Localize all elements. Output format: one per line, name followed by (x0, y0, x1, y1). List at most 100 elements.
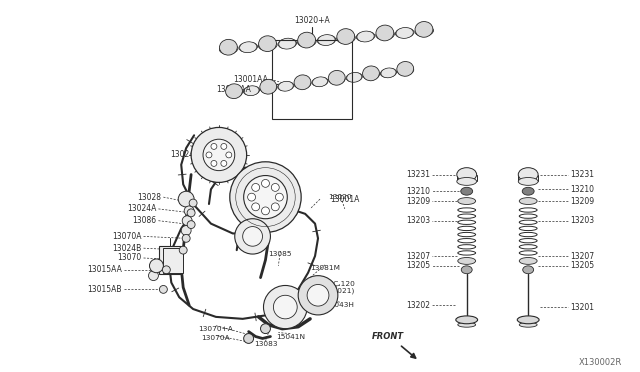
Ellipse shape (317, 35, 336, 45)
Circle shape (273, 295, 297, 319)
Text: 13205: 13205 (406, 262, 430, 270)
Text: 13086: 13086 (132, 216, 156, 225)
Ellipse shape (518, 168, 538, 182)
Ellipse shape (381, 68, 396, 78)
Circle shape (271, 183, 279, 191)
Circle shape (221, 160, 227, 166)
Text: 13203: 13203 (570, 216, 594, 225)
Ellipse shape (278, 82, 294, 91)
Circle shape (307, 285, 329, 306)
Ellipse shape (259, 41, 277, 50)
Ellipse shape (312, 77, 328, 87)
Circle shape (187, 209, 195, 217)
Ellipse shape (259, 36, 276, 52)
Text: 13070A: 13070A (202, 336, 230, 341)
Text: 15043H: 15043H (325, 302, 355, 308)
Ellipse shape (328, 70, 345, 85)
Circle shape (150, 259, 163, 273)
Ellipse shape (519, 257, 537, 264)
Text: 13070: 13070 (117, 253, 141, 263)
Ellipse shape (260, 79, 276, 94)
Circle shape (230, 162, 301, 232)
Text: 13210: 13210 (570, 185, 594, 194)
Bar (163, 248, 183, 273)
Ellipse shape (329, 75, 345, 84)
Circle shape (187, 221, 195, 228)
Ellipse shape (346, 73, 362, 82)
Text: 13207: 13207 (570, 251, 594, 260)
Ellipse shape (294, 75, 311, 90)
Ellipse shape (298, 37, 316, 47)
Ellipse shape (415, 22, 433, 37)
Ellipse shape (376, 30, 394, 40)
Circle shape (252, 203, 260, 211)
Circle shape (298, 276, 338, 315)
Text: 13203: 13203 (406, 216, 430, 225)
Text: 15041N: 15041N (276, 334, 305, 340)
Ellipse shape (244, 86, 259, 96)
Ellipse shape (380, 68, 397, 77)
Ellipse shape (243, 86, 260, 95)
Text: 13001AA: 13001AA (234, 75, 268, 84)
Circle shape (179, 191, 194, 207)
Text: 13207: 13207 (406, 251, 430, 260)
Text: 13001AA: 13001AA (216, 85, 251, 94)
Ellipse shape (239, 42, 257, 53)
Text: 13231: 13231 (570, 170, 594, 179)
Text: 13015AA: 13015AA (87, 265, 122, 274)
Circle shape (221, 144, 227, 150)
Text: 13209: 13209 (406, 196, 430, 206)
Circle shape (275, 193, 284, 201)
Text: 13202: 13202 (406, 301, 430, 310)
Circle shape (211, 144, 217, 150)
Ellipse shape (523, 266, 534, 274)
Text: 13210: 13210 (406, 187, 430, 196)
Ellipse shape (220, 44, 238, 54)
Circle shape (163, 266, 170, 274)
Ellipse shape (318, 35, 335, 45)
Ellipse shape (518, 177, 538, 185)
Circle shape (148, 271, 159, 280)
Circle shape (189, 199, 197, 207)
Ellipse shape (225, 84, 243, 99)
Text: 13024A: 13024A (127, 204, 156, 214)
Circle shape (206, 152, 212, 158)
Text: 13070+A: 13070+A (198, 326, 234, 332)
Text: 13015AB: 13015AB (87, 285, 122, 294)
Ellipse shape (397, 61, 413, 76)
Ellipse shape (357, 31, 374, 42)
Ellipse shape (522, 187, 534, 195)
Circle shape (159, 285, 167, 294)
Ellipse shape (461, 187, 473, 195)
Ellipse shape (279, 38, 296, 49)
Ellipse shape (356, 32, 375, 41)
Text: 13201: 13201 (570, 302, 594, 312)
Circle shape (203, 139, 235, 171)
Circle shape (226, 152, 232, 158)
Text: 13209: 13209 (570, 196, 594, 206)
Text: 13020+A: 13020+A (294, 16, 330, 25)
Circle shape (179, 246, 187, 254)
Ellipse shape (220, 39, 237, 55)
Bar (273, 40, 352, 119)
Circle shape (244, 334, 253, 343)
Ellipse shape (337, 33, 355, 43)
Text: 13070A: 13070A (112, 232, 141, 241)
Circle shape (271, 203, 279, 211)
Text: 13001A: 13001A (330, 195, 359, 203)
Circle shape (184, 206, 194, 216)
Circle shape (182, 234, 190, 242)
Text: 13205: 13205 (570, 262, 594, 270)
Ellipse shape (312, 77, 328, 86)
Ellipse shape (456, 316, 477, 324)
Circle shape (191, 128, 246, 182)
Ellipse shape (278, 39, 296, 49)
Text: SEC.120
(13021): SEC.120 (13021) (324, 281, 355, 294)
Ellipse shape (517, 316, 539, 324)
Text: FRONT: FRONT (371, 332, 403, 341)
Ellipse shape (396, 28, 414, 38)
Ellipse shape (376, 25, 394, 41)
Circle shape (181, 225, 191, 235)
Ellipse shape (347, 73, 362, 82)
Text: 13020: 13020 (328, 194, 351, 200)
